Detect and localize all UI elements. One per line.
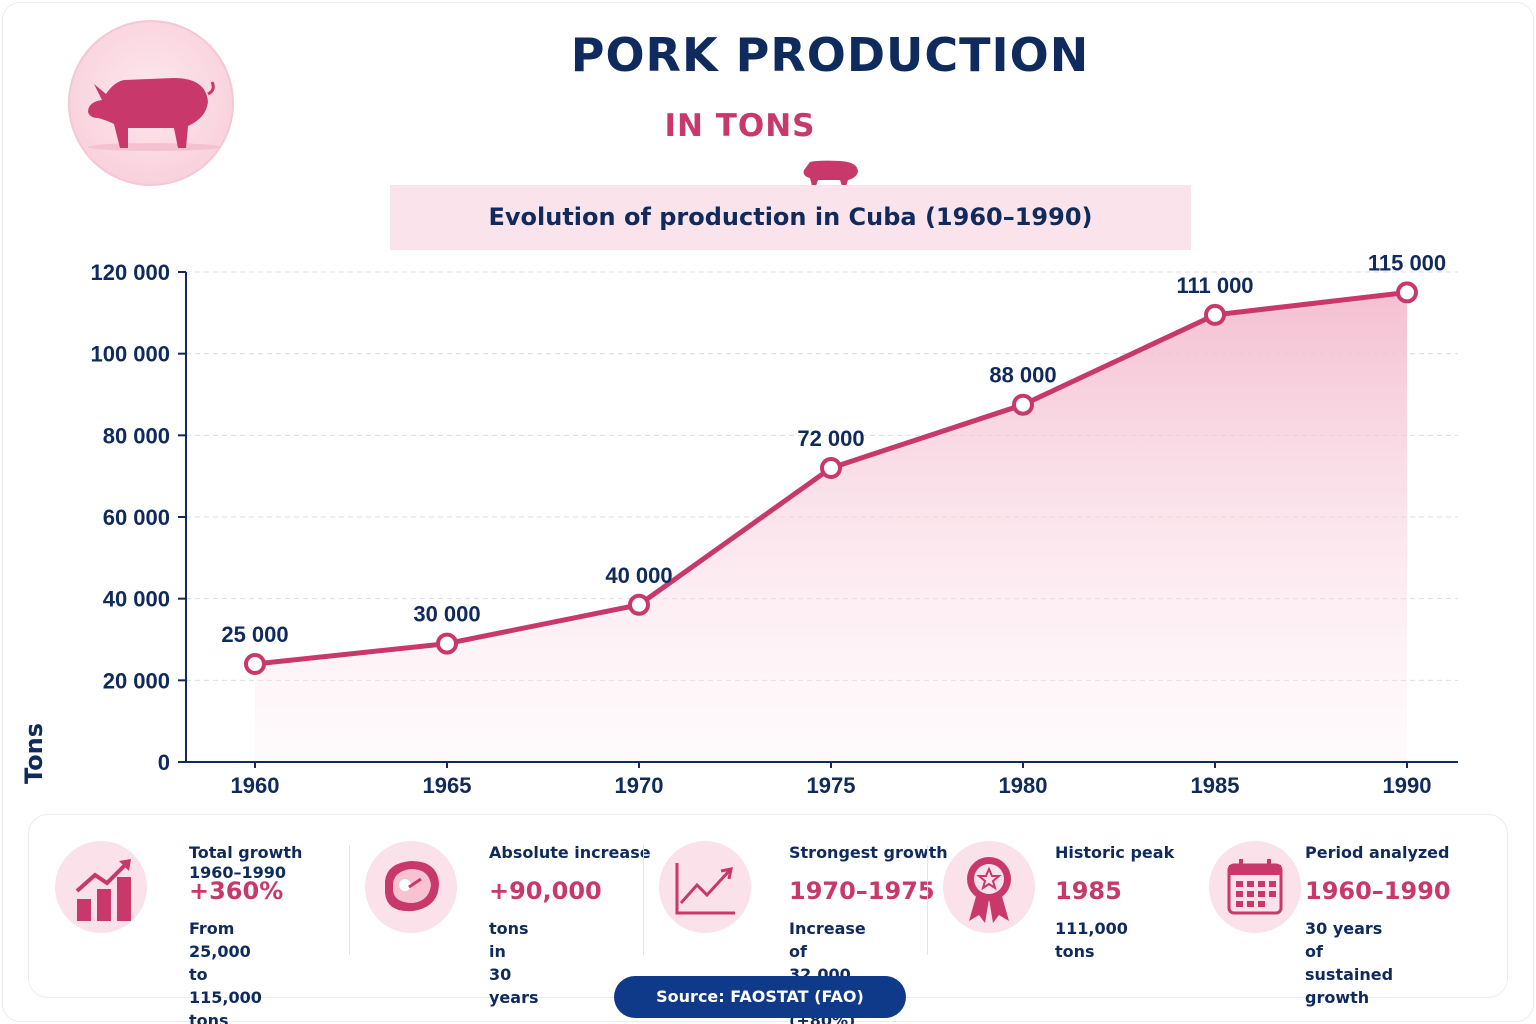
data-point xyxy=(628,593,650,616)
x-tick-label: 1980 xyxy=(999,773,1048,798)
award-ribbon-icon xyxy=(943,841,1035,933)
stat-desc: 30 years of sustained growth xyxy=(1305,919,1394,1007)
data-point xyxy=(436,632,458,655)
stat-value: 1960–1990 xyxy=(1305,877,1451,905)
y-tick-label: 0 xyxy=(158,750,170,775)
stat-value: 1985 xyxy=(1055,877,1122,905)
x-tick-label: 1975 xyxy=(807,773,856,798)
data-point xyxy=(820,457,842,479)
data-label: 40 000 xyxy=(605,563,672,588)
data-label: 72 000 xyxy=(797,426,864,451)
stat-desc: 111,000 tons xyxy=(1055,919,1128,961)
data-point xyxy=(1012,393,1034,416)
page-subtitle: IN TONS xyxy=(664,108,816,144)
data-point xyxy=(244,653,266,675)
stat-label: Period analyzed xyxy=(1305,843,1450,862)
stat-divider xyxy=(643,845,644,955)
pig-logo xyxy=(68,20,234,186)
y-tick-label: 20 000 xyxy=(103,668,170,693)
x-tick-label: 1985 xyxy=(1191,773,1240,798)
stats-panel: Total growth 1960–1990 +360% From 25,000 … xyxy=(28,814,1508,1024)
stat-label: Historic peak xyxy=(1055,843,1175,862)
chart-title: Evolution of production in Cuba (1960–19… xyxy=(488,203,1093,231)
y-tick-label: 80 000 xyxy=(103,423,170,448)
stat-value: 1970–1975 xyxy=(789,877,935,905)
stat-value: +90,000 xyxy=(489,877,602,905)
page-title: PORK PRODUCTION xyxy=(570,28,1090,82)
small-pig-icon xyxy=(803,160,858,186)
area-fill xyxy=(255,292,1407,762)
stat-value: +360% xyxy=(189,877,284,905)
meat-steak-icon xyxy=(365,841,457,933)
stat-label: Total growth 1960–1990 xyxy=(189,843,303,882)
data-label: 30 000 xyxy=(413,602,480,627)
data-label: 88 000 xyxy=(989,363,1056,388)
stat-divider xyxy=(349,845,350,955)
y-tick-label: 120 000 xyxy=(90,260,170,285)
line-chart-up-icon xyxy=(659,841,751,933)
stat-desc: From 25,000 to 115,000 tons xyxy=(189,919,262,1024)
chart-title-banner: Evolution of production in Cuba (1960–19… xyxy=(390,185,1191,250)
x-tick-label: 1990 xyxy=(1383,773,1432,798)
x-tick-label: 1970 xyxy=(615,773,664,798)
data-point xyxy=(1396,281,1418,304)
data-point xyxy=(1204,303,1226,326)
source-badge: Source: FAOSTAT (FAO) xyxy=(614,976,906,1018)
data-label: 25 000 xyxy=(221,622,288,647)
x-tick-label: 1960 xyxy=(231,773,280,798)
y-tick-label: 40 000 xyxy=(103,587,170,612)
stat-divider xyxy=(927,845,928,955)
bar-chart-growth-icon xyxy=(55,841,147,933)
y-tick-label: 100 000 xyxy=(90,342,170,367)
stat-label: Absolute increase xyxy=(489,843,651,862)
data-label: 115 000 xyxy=(1368,250,1446,275)
calendar-icon xyxy=(1209,841,1301,933)
line-chart: 0 20 000 40 000 60 000 80 000 100 000 120 000 1… xyxy=(90,250,1458,798)
stat-desc: tons in 30 years xyxy=(489,919,539,1007)
stat-label: Strongest growth xyxy=(789,843,948,862)
x-tick-label: 1965 xyxy=(423,773,472,798)
data-label: 111 000 xyxy=(1176,273,1253,298)
y-tick-label: 60 000 xyxy=(103,505,170,530)
pig-icon xyxy=(88,78,220,151)
